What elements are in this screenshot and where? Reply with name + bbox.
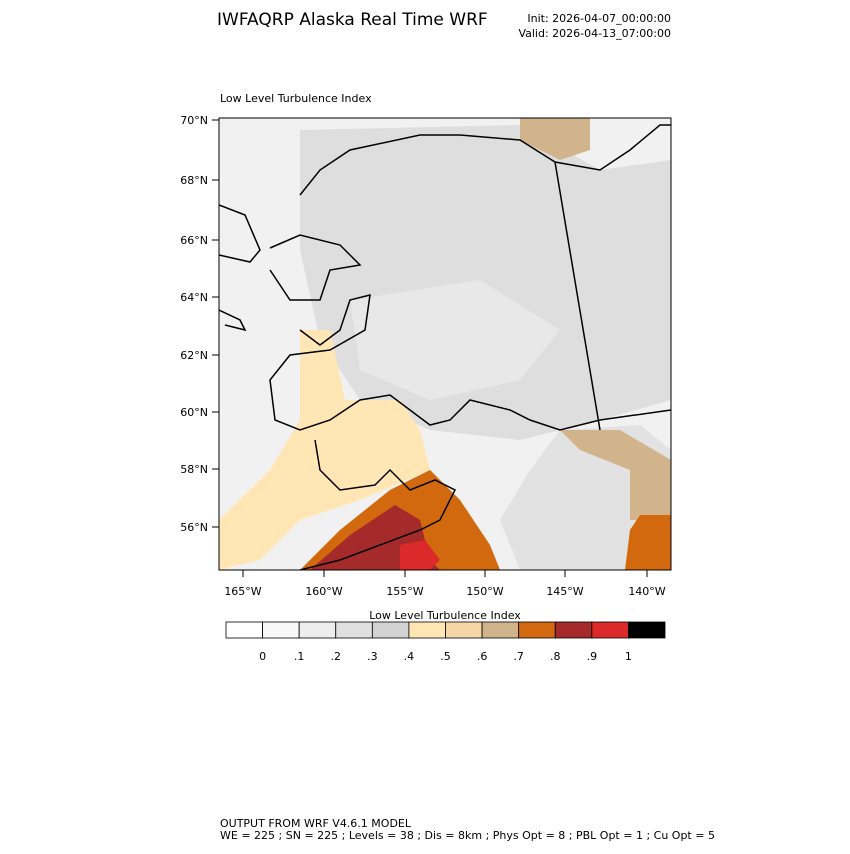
footer-line: OUTPUT FROM WRF V4.6.1 MODEL [220,817,412,830]
colorbar-label: .9 [587,650,598,663]
lat-label: 58°N [180,463,208,476]
field-cream [219,330,430,570]
colorbar-box [518,621,556,639]
colorbar-label: .8 [550,650,561,663]
axis-labels: 70°N 68°N 66°N 64°N 62°N 60°N 58°N 56°N 165°W 160… [180,114,666,598]
colorbar-label: .7 [513,650,524,663]
lon-label: 145°W [546,585,583,598]
colorbar-label: 0 [259,650,266,663]
init-time: Init: 2026-04-07_00:00:00 [527,12,671,25]
lat-label: 66°N [180,234,208,247]
field-gray [300,125,671,440]
map-frame [218,117,672,571]
field-tan [520,118,590,160]
lon-label: 150°W [466,585,503,598]
colorbar-title: Low Level Turbulence Index [369,609,521,622]
lat-label: 56°N [180,521,208,534]
field-red [400,540,440,570]
colorbar-label: .6 [477,650,488,663]
lon-label: 165°W [224,585,261,598]
colorbar-label: .2 [331,650,342,663]
lat-label: 70°N [180,114,208,127]
colorbar-box [481,621,520,639]
lat-label: 64°N [180,291,208,304]
colorbar-label: .1 [294,650,305,663]
map-title: Low Level Turbulence Index [220,92,372,105]
coastline [219,124,671,570]
lat-label: 62°N [180,349,208,362]
colorbar-label: .3 [367,650,378,663]
colorbar-label: .5 [440,650,451,663]
colorbar-label: 1 [625,650,632,663]
colorbar-box [262,621,300,639]
colorbar-box [335,621,373,639]
colorbar-box [298,621,337,639]
colorbar-box [628,621,666,639]
colorbar-box [225,621,263,639]
colorbar-box [445,621,483,639]
colorbar-box [554,621,593,639]
field-orange-east [625,515,671,570]
colorbar-box [408,621,446,639]
colorbar: 0 .1 .2 .3 .4 .5 .6 .7 .8 .9 1 [225,621,666,663]
lon-label: 160°W [305,585,342,598]
colorbar-box [591,621,629,639]
map-field [218,117,672,571]
page-title: IWFAQRP Alaska Real Time WRF [217,10,488,30]
field-tan-east [560,430,671,520]
valid-time: Valid: 2026-04-13_07:00:00 [518,27,671,40]
lon-label: 140°W [628,585,665,598]
colorbar-box [371,621,410,639]
colorbar-label: .4 [404,650,415,663]
lat-label: 60°N [180,406,208,419]
footer-line: WE = 225 ; SN = 225 ; Levels = 38 ; Dis … [220,829,715,842]
lat-label: 68°N [180,174,208,187]
lon-label: 155°W [386,585,423,598]
field-gray-light [350,280,560,400]
